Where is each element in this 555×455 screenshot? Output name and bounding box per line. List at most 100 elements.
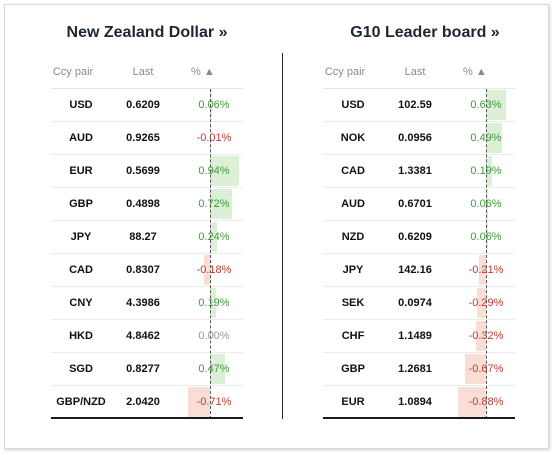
last-price-cell: 1.1489 (398, 330, 432, 342)
percent-change-cell: -0.67% (457, 353, 515, 385)
table-row[interactable]: USD 102.59 0.63% (323, 89, 515, 122)
last-price-cell: 102.59 (398, 99, 432, 111)
last-price-cell: 1.0894 (398, 396, 432, 408)
ccy-pair-cell: EUR (341, 396, 365, 408)
percent-change-cell: -0.18% (185, 254, 243, 286)
g10-panel-title-link[interactable]: G10 Leader board » (350, 24, 500, 41)
percent-change-cell: -0.29% (457, 287, 515, 319)
change-bar (204, 255, 210, 285)
percent-change-cell: 0.00% (185, 320, 243, 352)
last-price-cell: 0.0956 (398, 132, 432, 144)
table-row[interactable]: CHF 1.1489 -0.32% (323, 320, 515, 353)
table-row[interactable]: JPY 88.27 0.24% (51, 221, 243, 254)
percent-change-value: 0.72% (198, 198, 230, 210)
table-row[interactable]: NOK 0.0956 0.49% (323, 122, 515, 155)
percent-change-value: 0.06% (470, 231, 502, 243)
header-last: Last (404, 66, 426, 78)
ccy-pair-cell: CNY (69, 297, 93, 309)
table-row[interactable]: CAD 0.8307 -0.18% (51, 254, 243, 287)
ccy-pair-cell: GBP/NZD (56, 396, 106, 408)
percent-change-value: 0.49% (470, 132, 502, 144)
percent-change-cell: 0.94% (185, 155, 243, 187)
last-price-cell: 1.3381 (398, 165, 432, 177)
percent-change-value: 0.94% (198, 165, 230, 177)
change-bar (457, 387, 486, 417)
table-row[interactable]: CAD 1.3381 0.19% (323, 155, 515, 188)
nzd-panel-title-link[interactable]: New Zealand Dollar » (66, 24, 228, 41)
ccy-pair-cell: EUR (69, 165, 93, 177)
percent-change-value: -0.18% (196, 264, 232, 276)
ccy-pair-cell: JPY (70, 231, 92, 243)
percent-change-cell: 0.24% (185, 221, 243, 253)
g10-table-body: USD 102.59 0.63% NOK 0.0956 0.49% CAD 1.3381 0.1… (323, 89, 515, 419)
last-price-cell: 0.6209 (398, 231, 432, 243)
ccy-pair-cell: CAD (69, 264, 93, 276)
table-bottom-rule (323, 417, 515, 419)
ccy-pair-cell: SEK (341, 297, 365, 309)
table-row[interactable]: SEK 0.0974 -0.29% (323, 287, 515, 320)
percent-change-value: 0.47% (198, 363, 230, 375)
table-row[interactable]: JPY 142.16 -0.21% (323, 254, 515, 287)
last-price-cell: 142.16 (398, 264, 432, 276)
ccy-pair-cell: SGD (69, 363, 93, 375)
table-row[interactable]: NZD 0.6209 0.06% (323, 221, 515, 254)
header-percent-sort[interactable]: % ▲ (191, 66, 215, 78)
last-price-cell: 4.8462 (126, 330, 160, 342)
nzd-table-header: Ccy pair Last % ▲ (51, 59, 243, 89)
last-price-cell: 0.8307 (126, 264, 160, 276)
percent-change-value: 0.63% (470, 99, 502, 111)
ccy-pair-cell: NOK (340, 132, 366, 144)
header-last: Last (132, 66, 154, 78)
last-price-cell: 0.6209 (126, 99, 160, 111)
percent-change-value: -0.29% (468, 297, 504, 309)
last-price-cell: 2.0420 (126, 396, 160, 408)
last-price-cell: 0.0974 (398, 297, 432, 309)
percent-change-value: -0.67% (468, 363, 504, 375)
header-ccy-pair: Ccy pair (52, 66, 94, 78)
table-row[interactable]: GBP 1.2681 -0.67% (323, 353, 515, 386)
percent-change-cell: 0.47% (185, 353, 243, 385)
percent-change-value: 0.19% (198, 297, 230, 309)
ccy-pair-cell: AUD (69, 132, 93, 144)
panel-divider (282, 53, 283, 419)
table-row[interactable]: EUR 0.5699 0.94% (51, 155, 243, 188)
change-bar (475, 321, 486, 351)
table-row[interactable]: GBP/NZD 2.0420 -0.71% (51, 386, 243, 419)
change-bar (210, 222, 218, 252)
change-bar (486, 123, 502, 153)
last-price-cell: 0.4898 (126, 198, 160, 210)
table-row[interactable]: GBP 0.4898 0.72% (51, 188, 243, 221)
nzd-table-body: USD 0.6209 0.06% AUD 0.9265 -0.01% EUR 0.5699 0.… (51, 89, 243, 419)
last-price-cell: 4.3986 (126, 297, 160, 309)
ccy-pair-cell: USD (69, 99, 93, 111)
table-bottom-rule (51, 417, 243, 419)
change-bar (464, 354, 486, 384)
percent-change-cell: 0.63% (457, 89, 515, 121)
change-bar (210, 189, 233, 219)
header-percent-sort[interactable]: % ▲ (463, 66, 487, 78)
percent-change-value: 0.24% (198, 231, 230, 243)
percent-change-cell: -0.32% (457, 320, 515, 352)
percent-change-cell: 0.19% (457, 155, 515, 187)
table-row[interactable]: HKD 4.8462 0.00% (51, 320, 243, 353)
header-ccy-pair: Ccy pair (324, 66, 366, 78)
table-row[interactable]: SGD 0.8277 0.47% (51, 353, 243, 386)
table-row[interactable]: AUD 0.6701 0.06% (323, 188, 515, 221)
percent-change-cell: -0.21% (457, 254, 515, 286)
change-bar (210, 354, 225, 384)
percent-change-cell: 0.72% (185, 188, 243, 220)
percent-change-cell: -0.71% (185, 386, 243, 418)
last-price-cell: 0.9265 (126, 132, 160, 144)
zero-baseline (486, 89, 487, 419)
ccy-pair-cell: HKD (69, 330, 93, 342)
change-bar (479, 255, 486, 285)
widget-frame: New Zealand Dollar » Ccy pair Last % ▲ U… (4, 4, 549, 449)
percent-change-value: 0.06% (470, 198, 502, 210)
percent-change-cell: 0.06% (185, 89, 243, 121)
percent-change-value: -0.71% (196, 396, 232, 408)
table-row[interactable]: AUD 0.9265 -0.01% (51, 122, 243, 155)
percent-change-cell: 0.49% (457, 122, 515, 154)
last-price-cell: 0.8277 (126, 363, 160, 375)
table-row[interactable]: USD 0.6209 0.06% (51, 89, 243, 122)
table-row[interactable]: CNY 4.3986 0.19% (51, 287, 243, 320)
